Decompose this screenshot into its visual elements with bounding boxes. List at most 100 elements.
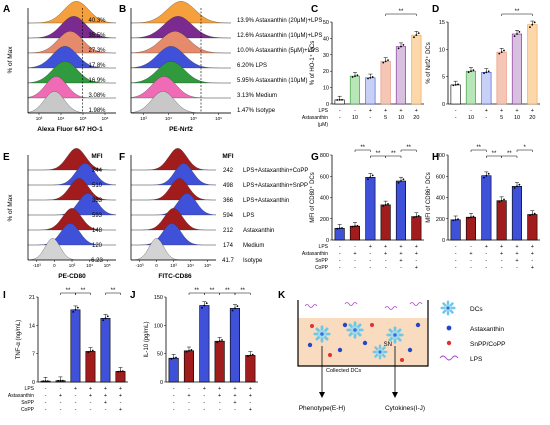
astaxanthin-icon [415,322,421,328]
treatment-cell: + [399,244,402,250]
treatment-cell: + [104,393,107,399]
data-point [400,45,402,48]
x-tick-label: 10⁴ [187,263,194,268]
treatment-cell: + [369,244,372,250]
significance-bracket [385,13,417,16]
treatment-cell: - [385,265,387,271]
data-point [336,99,339,101]
treatment-cell: - [219,407,221,413]
treatment-label: CoPP [315,265,329,271]
data-point [382,205,385,207]
lps-icon [384,306,398,310]
treatment-cell: - [120,400,122,406]
treatment-cell: - [105,407,107,413]
treatment-cell: + [249,386,252,392]
treatment-cell: - [188,386,190,392]
bar [85,351,96,383]
treatment-cell: - [75,393,77,399]
treatment-cell: + [203,386,206,392]
data-point [203,304,206,307]
treatment-label: Astaxanthin [302,251,328,257]
y-axis-label: % of Max [7,194,14,222]
treatment-cell: + [104,386,107,392]
histogram-curve [131,148,216,171]
data-point [367,178,369,181]
data-point [185,350,188,353]
data-point [415,215,418,218]
treatment-label: (μM) [318,122,329,128]
legend-dcs: DCs [470,306,483,313]
treatment-cell: - [400,265,402,271]
treatment-cell: - [369,265,371,271]
sn-label: SN [384,342,392,348]
y-tick-label: 7 [32,352,35,358]
y-tick-label: 600 [320,174,329,180]
mfi-value: 594 [223,213,234,219]
bar [496,200,507,241]
bar [349,225,361,241]
data-point [57,379,60,382]
treatment-cell: + [218,386,221,392]
data-point [384,60,387,63]
treatment-cell: - [90,407,92,413]
x-tick-label: 0 [155,263,158,268]
significance-mark: ** [476,145,481,151]
bar [199,305,210,383]
treatment-cell: + [415,251,418,257]
treatment-cell: - [203,393,205,399]
treatment-cell: - [173,407,175,413]
histogram-curve [131,223,216,246]
data-point [371,76,374,78]
treatment-cell: - [45,407,47,413]
significance-mark: ** [492,151,497,157]
data-point [483,176,485,179]
treatment-cell: 10 [398,115,404,121]
significance-mark: ** [507,151,512,157]
treatment-cell: - [339,108,341,114]
percent-value: 35.5% [88,33,106,39]
treatment-cell: - [485,265,487,271]
panel-letter-i: I [3,290,6,301]
treatment-cell: + [119,386,122,392]
mfi-value: 6.23 [91,258,103,264]
bar [465,216,477,241]
data-point [102,319,105,322]
treatment-cell: + [104,400,107,406]
data-point [397,47,400,50]
treatment-cell: - [339,115,341,121]
data-point [61,379,64,382]
data-point [87,351,90,354]
significance-bracket [75,292,91,295]
treatment-cell: - [339,244,341,250]
histogram-f: -10³ 0 10³ 10⁴ 10⁵ [130,148,217,268]
percent-value: 16.9% [88,78,106,84]
legend-entry: Astaxanthin [243,228,274,234]
treatment-cell: - [188,407,190,413]
significance-mark: ** [376,151,381,157]
bar [511,186,523,241]
data-point [231,309,234,312]
data-point [485,174,488,177]
data-point [483,72,485,75]
treatment-cell: - [455,115,457,121]
collected-dcs-label: Collected DCs [326,368,361,374]
histogram-curve [131,208,216,231]
bar [168,357,179,383]
y-tick-label: 0 [160,380,163,386]
significance-bracket [105,292,121,295]
bar [465,70,477,105]
percent-value: 17.8% [88,63,106,69]
x-tick-label: -10³ [33,263,42,268]
histogram-curve [27,31,116,54]
treatment-cell: + [59,393,62,399]
histogram-curve [130,61,231,84]
phenotype-label: Phenotype(E-H) [299,405,346,412]
y-tick-label: 10 [439,47,445,53]
treatment-cell: + [485,244,488,250]
data-point [354,75,356,77]
bar [70,309,81,383]
mfi-value: 41.7 [222,258,234,264]
significance-bracket [501,155,518,158]
astaxanthin-icon [362,340,368,346]
